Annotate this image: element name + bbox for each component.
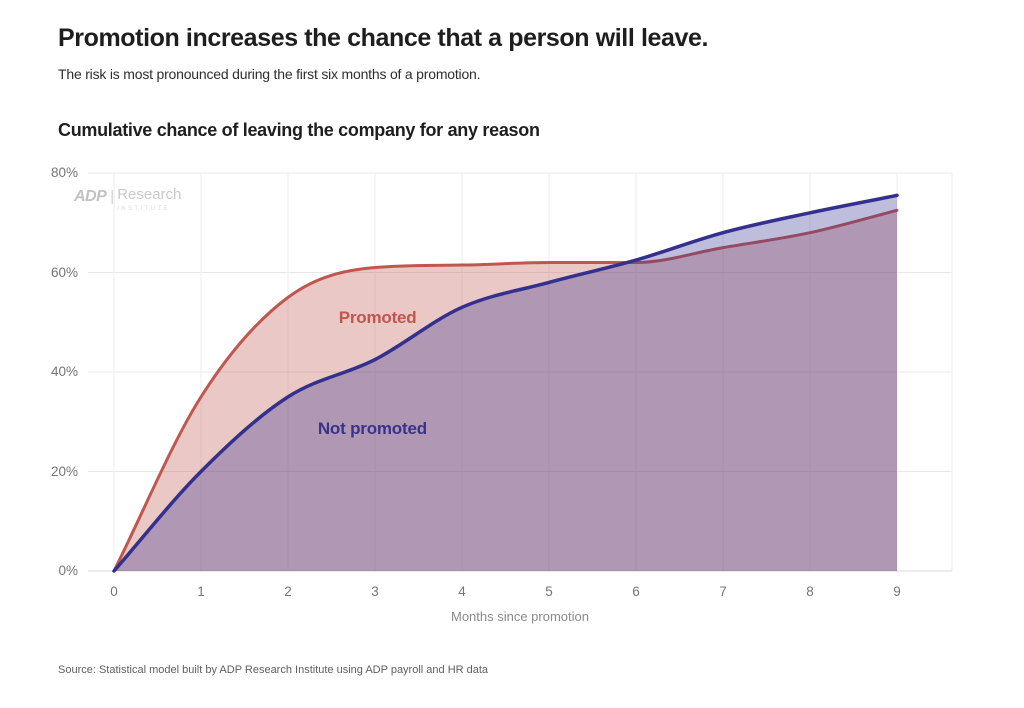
y-tick-label: 40% [50, 364, 78, 379]
not-promoted-line [112, 193, 899, 573]
watermark-divider: | [110, 188, 115, 205]
plot-canvas [88, 172, 953, 573]
x-tick-label: 4 [458, 584, 466, 599]
not-promoted-area [114, 195, 897, 571]
page-title: Promotion increases the chance that a pe… [58, 24, 709, 52]
y-tick-label: 80% [50, 165, 78, 180]
series-label-not-promoted: Not promoted [317, 419, 427, 439]
y-tick-label: 60% [50, 264, 78, 280]
x-tick-label: 0 [110, 584, 118, 599]
x-tick-label: 1 [197, 584, 205, 599]
y-tick-label: 20% [50, 463, 78, 479]
watermark-research: Research INSTITUTE [117, 186, 182, 216]
adp-logo: ADP [74, 188, 107, 205]
x-tick-label: 2 [284, 584, 292, 599]
x-tick-label: 7 [719, 584, 727, 599]
area-chart: ADP | Research INSTITUTE 0% 20% 40% 60% 80% 0 1 2… [0, 160, 1024, 640]
adp-research-watermark: ADP | Research INSTITUTE [74, 186, 182, 216]
chart-title: Cumulative chance of leaving the company… [58, 120, 540, 140]
x-axis-title: Months since promotion [450, 609, 589, 624]
x-tick-label: 3 [371, 584, 379, 599]
y-tick-label: 0% [58, 563, 78, 578]
page-subtitle: The risk is most pronounced during the f… [58, 66, 481, 82]
x-tick-label: 6 [632, 584, 640, 599]
promoted-area [114, 210, 897, 571]
x-tick-label: 5 [545, 584, 553, 599]
x-tick-label: 9 [893, 584, 901, 599]
watermark-institute-label: INSTITUTE [117, 206, 170, 212]
x-tick-label: 8 [806, 584, 814, 599]
promoted-line [112, 208, 899, 573]
source-note: Source: Statistical model built by ADP R… [58, 664, 489, 676]
watermark-research-label: Research [117, 186, 182, 203]
series-label-promoted: Promoted [338, 307, 417, 327]
